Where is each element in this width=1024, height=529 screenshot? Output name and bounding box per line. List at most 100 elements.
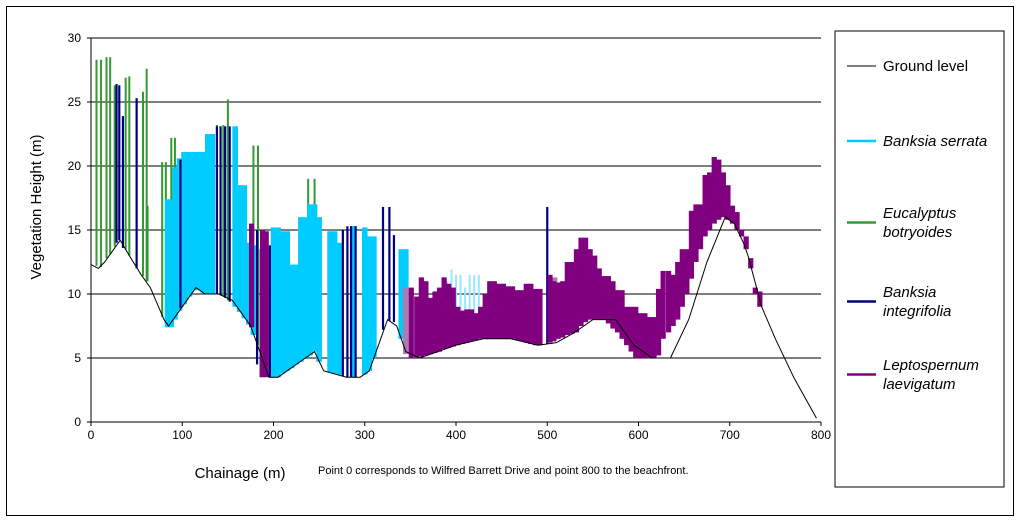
vegetation-profile-chart: 0 100 200 300 400 500 600 700 800 0 5 10 15 20 25 30 Ve…: [28, 30, 1005, 488]
bar-eucalyptus-7: [142, 91, 145, 277]
bar-banksia_serrata-19: [284, 231, 290, 371]
vegetation-bars: [95, 57, 763, 378]
bar-banksia_serrata-6: [191, 151, 197, 291]
bar-serrata_light-3: [459, 274, 462, 344]
bar-banksia_serrata-2: [172, 167, 178, 320]
y-axis-title: Vegetation Height (m): [28, 134, 45, 279]
bar-integrifolia-16: [381, 206, 385, 330]
bar-leptospernum-23: [500, 283, 507, 339]
bar-banksia_serrata-32: [366, 236, 373, 371]
bar-banksia_serrata-18: [279, 231, 286, 374]
bar-leptospernum-6: [423, 281, 429, 356]
x-axis-title: Chainage (m): [195, 465, 286, 482]
bar-leptospernum-1: [259, 230, 266, 378]
y-tick-label-5: 5: [74, 351, 81, 365]
bar-leptospernum-16: [468, 309, 475, 342]
bar-integrifolia-1: [118, 85, 121, 241]
bar-leptospernum-9: [436, 287, 443, 352]
legend-entry-ground: Ground level: [847, 58, 968, 75]
bar-banksia_serrata-28: [331, 231, 338, 374]
bar-leptospernum-67: [707, 172, 713, 230]
y-tick-label-20: 20: [68, 159, 82, 173]
x-tick-label-800: 800: [811, 428, 831, 442]
bar-integrifolia-19: [546, 206, 549, 344]
bar-leptospernum-22: [496, 283, 502, 339]
legend-label-leptospernum-0: Leptospernum: [883, 357, 979, 374]
bar-leptospernum-69: [716, 159, 722, 220]
bar-integrifolia-13: [346, 226, 349, 378]
bar-leptospernum-44: [601, 276, 607, 320]
bar-leptospernum-0: [249, 223, 255, 328]
bar-banksia_serrata-23: [302, 217, 309, 358]
bar-leptospernum-25: [509, 286, 516, 339]
bar-banksia_serrata-34: [398, 249, 405, 339]
bar-integrifolia-7: [224, 126, 227, 298]
bar-leptospernum-15: [464, 309, 470, 343]
bar-leptospernum-68: [711, 157, 717, 224]
bar-leptospernum-54: [646, 317, 653, 358]
bar-leptospernum-20: [487, 281, 493, 339]
bar-integrifolia-2: [121, 116, 125, 248]
bar-serrata_light-6: [473, 274, 476, 341]
bar-banksia_serrata-4: [181, 151, 187, 305]
legend-entry-eucalyptus: Eucalyptus botryoides: [847, 205, 957, 241]
bar-banksia_serrata-10: [209, 134, 216, 294]
bar-leptospernum-11: [446, 283, 452, 348]
legend-label-ground-0: Ground level: [883, 58, 968, 75]
bar-banksia_serrata-22: [298, 217, 304, 362]
bar-integrifolia-18: [392, 235, 396, 323]
y-tick-label-0: 0: [74, 415, 81, 429]
bar-integrifolia-8: [228, 126, 231, 302]
bar-leptospernum-70: [720, 172, 726, 218]
bar-leptospernum-10: [441, 277, 447, 350]
bar-leptospernum-39: [578, 237, 584, 326]
bar-leptospernum-59: [670, 274, 676, 326]
bar-eucalyptus-19: [222, 125, 225, 297]
bar-integrifolia-12: [341, 230, 344, 376]
bar-banksia_serrata-16: [270, 227, 277, 378]
legend-label-leptospernum-1: laevigatum: [883, 376, 956, 393]
x-tick-label-700: 700: [720, 428, 740, 442]
bar-leptospernum-14: [459, 310, 465, 344]
bar-leptospernum-4: [414, 296, 420, 358]
bar-banksia_serrata-33: [371, 236, 377, 358]
legend: Ground level Banksia serrata Eucalyptus bot…: [847, 58, 987, 393]
bar-eucalyptus-4: [113, 85, 116, 247]
y-tick-label-25: 25: [68, 95, 82, 109]
legend-entry-integrifolia: Banksia integrifolia: [847, 284, 951, 320]
bar-banksia_serrata-27: [327, 231, 333, 373]
bar-banksia_serrata-12: [236, 185, 243, 312]
bar-banksia_serrata-8: [200, 151, 207, 293]
bar-leptospernum-30: [532, 288, 538, 346]
y-tick-label-15: 15: [68, 223, 82, 237]
bar-banksia_serrata-0: [164, 199, 171, 328]
bar-leptospernum-49: [624, 306, 630, 346]
legend-entry-leptospernum: Leptospernum laevigatum: [847, 357, 979, 393]
legend-box: [834, 30, 1005, 488]
bar-integrifolia-9: [255, 230, 259, 365]
y-tick-label-10: 10: [68, 287, 82, 301]
bar-integrifolia-3: [135, 98, 138, 269]
bar-leptospernum-45: [605, 276, 611, 324]
bar-leptospernum-53: [642, 313, 648, 358]
bar-leptospernum_light-0: [403, 287, 409, 355]
bar-eucalyptus-8: [145, 68, 148, 282]
x-tick-label-400: 400: [446, 428, 466, 442]
bar-integrifolia-5: [215, 126, 219, 294]
y-tick-label-30: 30: [68, 31, 82, 45]
bar-banksia_serrata-7: [195, 151, 202, 291]
bar-leptospernum-63: [688, 210, 695, 279]
series-banksia_serrata: [164, 126, 409, 378]
bar-leptospernum-40: [582, 237, 589, 323]
bar-eucalyptus-10: [161, 162, 164, 318]
bar-leptospernum-55: [651, 317, 657, 358]
tick-labels: 0 100 200 300 400 500 600 700 800 0 5 10 15 20 25 30: [68, 31, 832, 442]
bar-leptospernum-75: [743, 236, 749, 250]
bar-banksia_serrata-30: [350, 226, 356, 378]
bar-eucalyptus-1: [100, 59, 103, 268]
bar-integrifolia-0: [115, 84, 118, 243]
bar-banksia_serrata-20: [288, 264, 295, 369]
bar-leptospernum-13: [455, 306, 461, 346]
bar-leptospernum-74: [739, 230, 745, 237]
bar-leptospernum-24: [505, 286, 511, 339]
